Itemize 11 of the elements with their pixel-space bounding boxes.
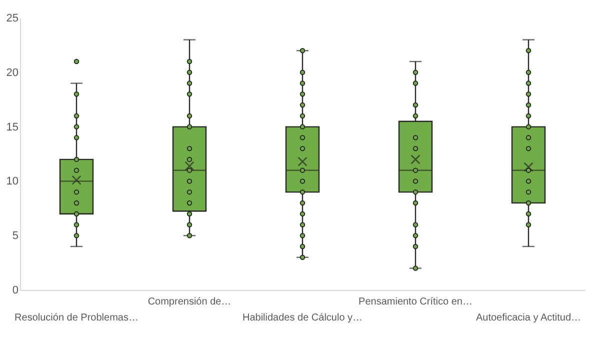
x-tick-label: Resolución de Problemas…	[14, 312, 138, 324]
x-tick-label: Habilidades de Cálculo y…	[242, 312, 363, 324]
x-tick-label: Autoeficacia y Actitud…	[476, 312, 582, 324]
y-tick-label: 5	[12, 230, 18, 242]
y-tick-label: 25	[6, 12, 18, 24]
x-tick-label: Comprensión de…	[148, 296, 232, 308]
y-tick-label: 0	[12, 284, 18, 296]
y-tick-label: 15	[6, 121, 18, 134]
y-tick-label: 10	[6, 176, 18, 188]
x-tick-label: Pensamiento Crítico en…	[358, 296, 472, 308]
y-tick-label: 20	[6, 66, 18, 79]
